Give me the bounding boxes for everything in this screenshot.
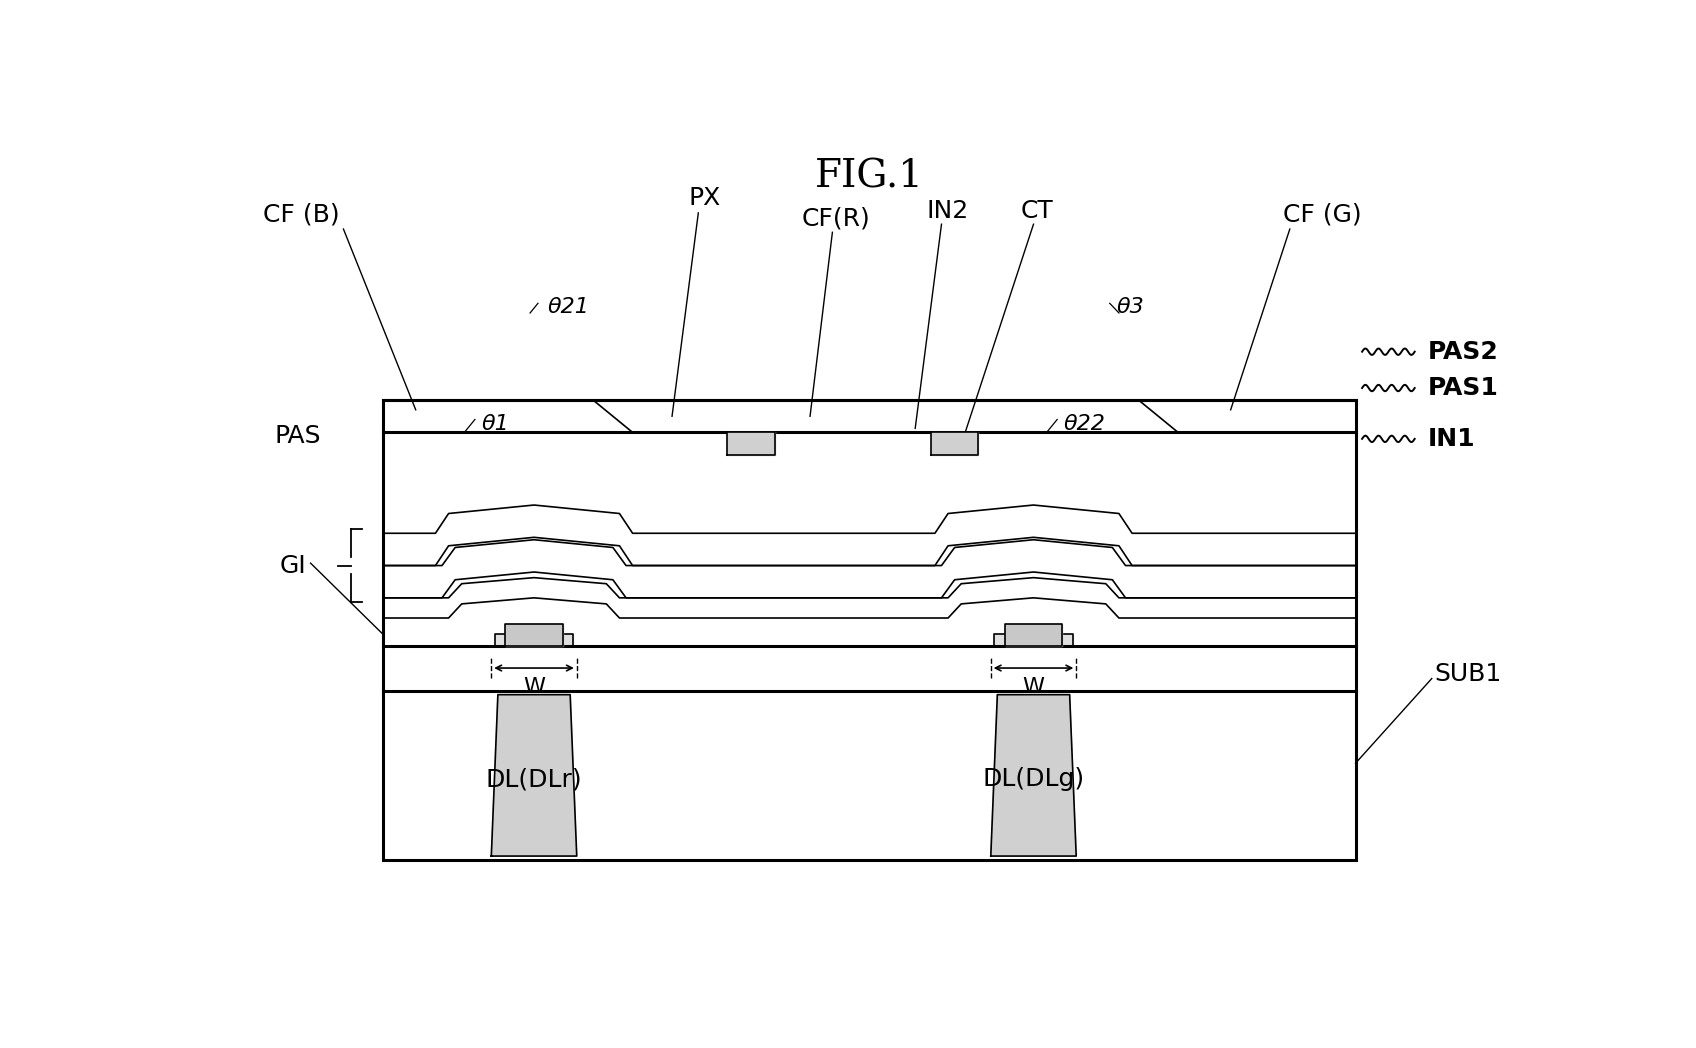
Text: θ22: θ22: [1063, 414, 1106, 434]
Text: PAS1: PAS1: [1428, 376, 1499, 400]
Polygon shape: [994, 634, 1074, 647]
Text: CF(R): CF(R): [802, 206, 870, 231]
Polygon shape: [1004, 624, 1062, 647]
Text: θ21: θ21: [548, 298, 589, 318]
Text: DL(DLr): DL(DLr): [485, 767, 582, 791]
Text: PAS2: PAS2: [1428, 340, 1499, 364]
Text: W: W: [522, 677, 544, 697]
Text: DL(DLg): DL(DLg): [982, 767, 1084, 791]
Text: CF (G): CF (G): [1284, 202, 1362, 226]
Bar: [383, 400, 1355, 860]
Polygon shape: [492, 695, 577, 856]
Text: FIG.1: FIG.1: [814, 158, 924, 195]
Text: SUB1: SUB1: [1435, 662, 1501, 686]
Polygon shape: [728, 433, 775, 455]
Text: GI: GI: [280, 553, 307, 577]
Polygon shape: [495, 634, 573, 647]
Text: PAS: PAS: [275, 424, 321, 449]
Text: CT: CT: [1021, 198, 1053, 222]
Polygon shape: [931, 433, 979, 455]
Text: θ3: θ3: [1116, 298, 1145, 318]
Text: PX: PX: [689, 187, 721, 211]
Text: W: W: [1023, 677, 1045, 697]
Text: θ1: θ1: [482, 414, 509, 434]
Text: CF (B): CF (B): [263, 202, 339, 226]
Text: IN2: IN2: [928, 198, 968, 222]
Text: IN1: IN1: [1428, 427, 1476, 451]
Polygon shape: [990, 695, 1077, 856]
Polygon shape: [505, 624, 563, 647]
